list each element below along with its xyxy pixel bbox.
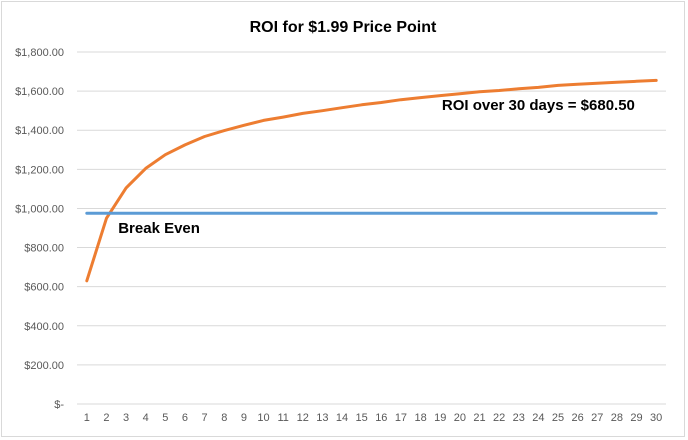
x-tick-label: 29 [630, 412, 642, 424]
y-tick-label: $600.00 [24, 282, 64, 294]
y-tick-label: $1,600.00 [15, 86, 64, 98]
x-tick-label: 21 [473, 412, 485, 424]
x-tick-label: 27 [591, 412, 603, 424]
x-tick-label: 24 [532, 412, 544, 424]
y-tick-label: $1,200.00 [15, 164, 64, 176]
x-tick-label: 23 [513, 412, 525, 424]
x-tick-label: 22 [493, 412, 505, 424]
annotations: ROI over 30 days = $680.50 Break Even [118, 97, 635, 237]
y-tick-label: $- [54, 399, 64, 411]
y-tick-label: $800.00 [24, 243, 64, 255]
x-tick-label: 7 [202, 412, 208, 424]
x-tick-label: 25 [552, 412, 564, 424]
x-tick-label: 20 [454, 412, 466, 424]
x-axis-tick-labels: 1 2 3 4 5 6 7 8 9 10 11 12 13 14 15 16 17 18 19 20 21 22 23 24 2… [84, 412, 663, 424]
break-even-annotation: Break Even [118, 220, 200, 237]
x-tick-label: 8 [221, 412, 227, 424]
roi-series-line [85, 78, 658, 283]
x-tick-label: 30 [650, 412, 662, 424]
x-tick-label: 6 [182, 412, 188, 424]
x-tick-label: 3 [123, 412, 129, 424]
x-tick-label: 14 [336, 412, 348, 424]
y-tick-label: $1,800.00 [15, 47, 64, 59]
y-tick-label: $1,400.00 [15, 125, 64, 137]
x-tick-label: 26 [572, 412, 584, 424]
y-axis-tick-labels: $- $200.00 $400.00 $600.00 $800.00 $1,000.00 $… [15, 47, 64, 411]
gridlines [77, 51, 666, 405]
x-tick-label: 10 [257, 412, 269, 424]
x-tick-label: 11 [277, 412, 288, 424]
y-tick-label: $1,000.00 [15, 203, 64, 215]
x-tick-label: 19 [434, 412, 446, 424]
x-tick-label: 12 [297, 412, 309, 424]
x-tick-label: 4 [143, 412, 149, 424]
x-tick-label: 13 [316, 412, 328, 424]
roi-total-annotation: ROI over 30 days = $680.50 [442, 97, 635, 114]
x-tick-label: 28 [611, 412, 623, 424]
x-tick-label: 18 [414, 412, 426, 424]
y-tick-label: $400.00 [24, 321, 64, 333]
x-tick-label: 5 [162, 412, 168, 424]
x-tick-label: 2 [103, 412, 109, 424]
y-tick-label: $200.00 [24, 360, 64, 372]
x-tick-label: 1 [84, 412, 90, 424]
chart-title: ROI for $1.99 Price Point [250, 19, 437, 36]
x-tick-label: 15 [356, 412, 368, 424]
x-tick-label: 9 [241, 412, 247, 424]
x-tick-label: 17 [395, 412, 407, 424]
x-tick-label: 16 [375, 412, 387, 424]
series-lines [85, 78, 658, 283]
